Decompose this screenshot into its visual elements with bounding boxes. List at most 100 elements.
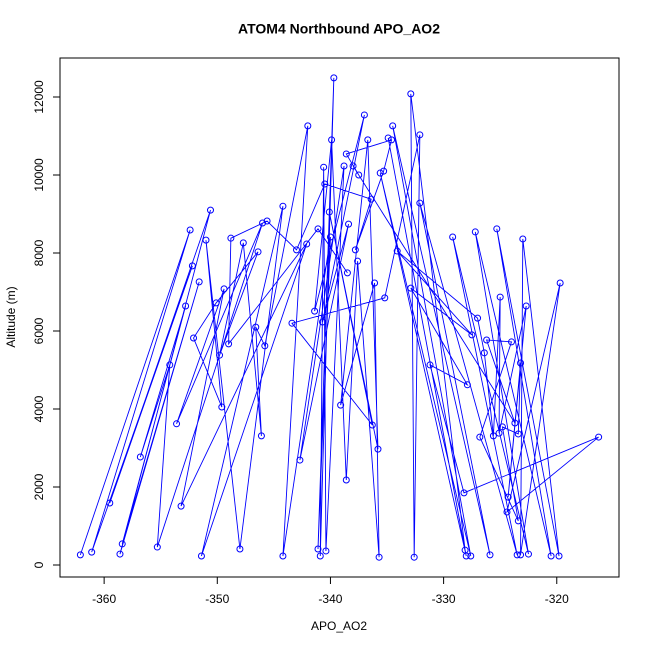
data-point — [342, 476, 350, 484]
y-tick-label: 0 — [32, 561, 46, 568]
data-point — [293, 246, 300, 254]
data-point — [177, 502, 185, 510]
data-point — [351, 246, 359, 254]
data-point — [393, 247, 401, 255]
x-axis-label: APO_AO2 — [311, 619, 367, 633]
data-point — [303, 240, 311, 248]
data-point — [522, 302, 530, 310]
data-point — [416, 199, 424, 207]
data-point — [254, 248, 262, 256]
data-point — [316, 552, 324, 560]
data-point — [220, 285, 228, 293]
data-point — [252, 323, 260, 331]
x-tick-label: -330 — [432, 592, 456, 606]
data-point — [364, 136, 372, 144]
data-point — [514, 430, 522, 438]
data-point — [371, 279, 379, 287]
data-point — [489, 432, 497, 440]
data-point — [555, 552, 563, 560]
data-point — [595, 433, 603, 441]
y-axis-label: Altitude (m) — [4, 286, 18, 347]
data-point — [460, 489, 468, 497]
data-point — [188, 262, 196, 270]
data-point — [279, 202, 287, 210]
data-point — [106, 499, 114, 507]
data-point — [514, 517, 522, 525]
data-point — [227, 234, 235, 242]
x-tick-label: -340 — [318, 592, 342, 606]
data-point — [116, 550, 124, 558]
x-tick-label: -350 — [205, 592, 229, 606]
data-point — [195, 278, 203, 286]
data-point — [384, 134, 392, 142]
data-point — [186, 226, 194, 234]
data-point — [463, 381, 471, 389]
y-tick-label: 4000 — [32, 395, 46, 422]
data-point — [374, 445, 382, 453]
data-point — [407, 284, 415, 292]
data-point — [88, 548, 96, 556]
data-point — [328, 136, 336, 144]
data-point — [314, 545, 322, 553]
data-point — [389, 122, 397, 130]
data-point — [367, 195, 375, 203]
data-point — [182, 302, 190, 310]
x-tick-label: -320 — [545, 592, 569, 606]
data-point — [467, 552, 475, 560]
data-point — [524, 550, 532, 558]
data-point — [471, 228, 479, 236]
data-point — [296, 456, 304, 464]
data-point — [304, 122, 312, 130]
data-point — [513, 551, 521, 559]
data-point — [337, 401, 345, 409]
data-point — [340, 162, 348, 170]
data-point — [376, 169, 384, 177]
data-point — [517, 551, 525, 559]
data-point — [388, 136, 396, 144]
data-point — [218, 403, 226, 411]
data-point — [355, 171, 363, 179]
data-point — [508, 338, 515, 346]
data-line — [79, 77, 599, 558]
data-point — [216, 351, 224, 359]
data-point — [511, 419, 519, 427]
data-point — [236, 545, 244, 553]
data-point — [368, 421, 376, 429]
data-point — [426, 361, 434, 369]
data-point — [503, 508, 511, 516]
data-point — [416, 131, 424, 139]
data-point — [486, 551, 494, 559]
data-point — [311, 307, 319, 315]
data-point — [354, 257, 362, 265]
y-tick-label: 2000 — [32, 473, 46, 500]
data-point — [349, 162, 357, 170]
data-point — [468, 331, 476, 339]
y-tick-label: 8000 — [32, 239, 46, 266]
data-point — [498, 423, 506, 431]
data-point — [495, 429, 503, 437]
data-point — [288, 319, 296, 327]
y-tick-label: 12000 — [32, 80, 46, 114]
data-point — [519, 235, 527, 243]
data-point — [449, 233, 457, 241]
data-point — [462, 552, 470, 560]
data-point — [319, 318, 327, 326]
data-point — [322, 547, 330, 555]
data-point — [547, 552, 555, 560]
y-tick-label: 10000 — [32, 158, 46, 192]
data-point — [136, 453, 144, 461]
data-point — [314, 225, 322, 233]
data-point — [321, 180, 329, 188]
data-point — [496, 293, 504, 301]
data-point — [257, 432, 265, 440]
data-point — [381, 294, 389, 302]
data-point — [279, 552, 287, 560]
data-point — [342, 150, 350, 158]
x-tick-label: -360 — [92, 592, 116, 606]
data-point — [320, 163, 328, 171]
data-point — [261, 342, 269, 350]
data-point — [517, 359, 525, 367]
data-point — [225, 340, 233, 348]
data-point — [259, 219, 267, 227]
